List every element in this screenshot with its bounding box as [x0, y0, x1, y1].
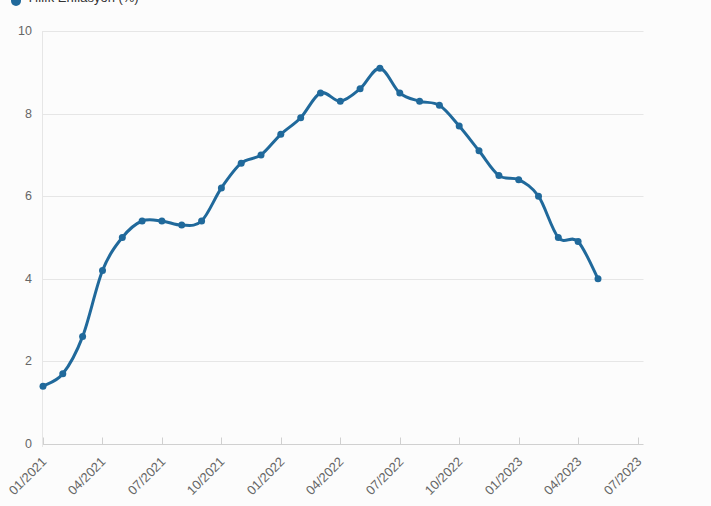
y-axis-label: 0 [2, 436, 32, 452]
data-point-marker[interactable] [79, 333, 86, 340]
y-axis-label: 2 [2, 353, 32, 369]
series-line [43, 68, 598, 386]
data-point-marker[interactable] [535, 193, 542, 200]
data-point-marker[interactable] [495, 172, 502, 179]
data-point-marker[interactable] [99, 267, 106, 274]
legend-item[interactable]: Yıllık Enflasyon (%) [11, 0, 139, 6]
data-point-marker[interactable] [277, 131, 284, 138]
y-axis-label: 4 [2, 271, 32, 287]
data-point-marker[interactable] [476, 147, 483, 154]
data-point-marker[interactable] [555, 234, 562, 241]
data-point-marker[interactable] [59, 370, 66, 377]
legend-marker-icon [11, 0, 21, 6]
legend-label: Yıllık Enflasyon (%) [26, 0, 139, 5]
data-point-marker[interactable] [198, 218, 205, 225]
data-point-marker[interactable] [396, 90, 403, 97]
data-point-marker[interactable] [456, 123, 463, 130]
data-point-marker[interactable] [416, 98, 423, 105]
data-point-marker[interactable] [337, 98, 344, 105]
y-axis-label: 10 [2, 23, 32, 39]
data-point-marker[interactable] [238, 160, 245, 167]
data-point-marker[interactable] [119, 234, 126, 241]
inflation-line-chart: Yıllık Enflasyon (%) 024681001/202104/20… [0, 0, 711, 506]
data-point-marker[interactable] [297, 114, 304, 121]
plot-area [0, 0, 711, 506]
data-point-marker[interactable] [40, 383, 47, 390]
y-axis-label: 6 [2, 188, 32, 204]
data-point-marker[interactable] [595, 275, 602, 282]
data-point-marker[interactable] [515, 176, 522, 183]
y-axis-label: 8 [2, 106, 32, 122]
data-point-marker[interactable] [158, 218, 165, 225]
data-point-marker[interactable] [575, 238, 582, 245]
data-point-marker[interactable] [178, 222, 185, 229]
data-point-marker[interactable] [139, 218, 146, 225]
data-point-marker[interactable] [218, 184, 225, 191]
data-point-marker[interactable] [258, 151, 265, 158]
data-point-marker[interactable] [436, 102, 443, 109]
data-point-marker[interactable] [317, 90, 324, 97]
data-point-marker[interactable] [357, 85, 364, 92]
data-point-marker[interactable] [376, 65, 383, 72]
